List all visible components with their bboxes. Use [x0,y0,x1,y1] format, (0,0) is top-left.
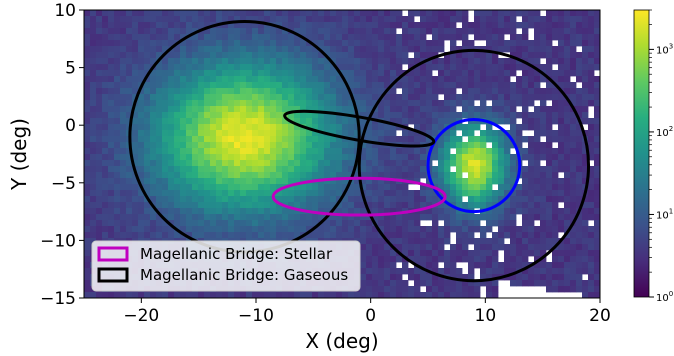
legend-swatch-0 [97,246,129,262]
legend-box [91,240,361,292]
y-tick-label-3: 0 [65,116,76,136]
legend-swatch-1 [97,267,129,283]
colorbar-tick-label-3: 103 [656,42,673,56]
x-axis-label: X (deg) [305,329,378,353]
plot-axes: −20 −10 0 10 20 −15 −10 −5 0 5 10 [40,1,611,326]
y-tick-label-4: 5 [65,59,76,79]
region-ellipse-4 [271,176,447,217]
legend: Magellanic Bridge: Stellar Magellanic Bri… [91,240,361,292]
x-tick-label-2: 0 [365,306,376,326]
colorbar-ticks: 100 101 102 103 [649,9,673,304]
x-tick-label-0: −20 [123,306,159,326]
y-tick-label-1: −10 [40,231,76,251]
region-ellipse-3 [283,109,436,148]
colorbar-tick-label-0: 100 [656,290,673,304]
colorbar-tick-label-2: 102 [656,125,673,139]
x-tick-label-4: 20 [589,306,611,326]
y-tick-label-5: 10 [54,1,76,21]
y-tick-label-2: −5 [51,174,76,194]
colorbar-tick-label-1: 101 [656,207,673,221]
x-tick-label-3: 10 [475,306,497,326]
y-tick-label-0: −15 [40,289,76,309]
y-axis-label: Y (deg) [7,118,31,191]
region-circle-2 [426,117,522,214]
region-circle-1 [357,48,591,283]
plot-frame [83,9,601,299]
legend-label-0: Magellanic Bridge: Stellar [140,245,333,263]
colorbar [633,9,650,298]
x-tick-label-1: −10 [238,306,274,326]
legend-label-1: Magellanic Bridge: Gaseous [140,266,348,284]
